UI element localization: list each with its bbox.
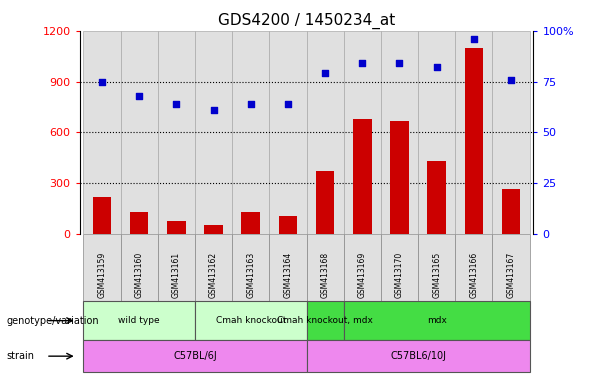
Bar — [381, 31, 418, 234]
Bar — [353, 119, 371, 234]
Bar — [418, 31, 455, 234]
Bar — [465, 48, 483, 234]
Text: GSM413167: GSM413167 — [506, 252, 516, 298]
Point — [506, 76, 516, 83]
Point — [320, 70, 330, 76]
Bar — [306, 31, 344, 234]
Bar — [492, 31, 530, 234]
Bar — [455, 31, 492, 234]
Point — [357, 60, 367, 66]
Bar — [344, 31, 381, 234]
Bar — [83, 31, 121, 234]
Point — [97, 78, 107, 84]
Bar — [427, 161, 446, 234]
Text: GSM413162: GSM413162 — [209, 252, 218, 298]
Point — [208, 107, 218, 113]
Point — [283, 101, 293, 107]
Point — [469, 36, 479, 42]
Text: C57BL6/10J: C57BL6/10J — [390, 351, 446, 361]
Text: wild type: wild type — [118, 316, 160, 325]
Bar — [204, 225, 223, 234]
Text: GSM413166: GSM413166 — [470, 252, 478, 298]
Text: GSM413161: GSM413161 — [172, 252, 181, 298]
Text: GSM413169: GSM413169 — [358, 252, 367, 298]
Bar — [242, 212, 260, 234]
Text: Cmah knockout: Cmah knockout — [216, 316, 286, 325]
Point — [432, 64, 441, 70]
Point — [246, 101, 256, 107]
Bar — [269, 31, 306, 234]
Bar — [158, 31, 195, 234]
Bar — [390, 121, 409, 234]
Bar — [93, 197, 112, 234]
Title: GDS4200 / 1450234_at: GDS4200 / 1450234_at — [218, 13, 395, 29]
Text: GSM413168: GSM413168 — [321, 252, 330, 298]
Bar — [121, 31, 158, 234]
Bar — [279, 215, 297, 234]
Text: genotype/variation: genotype/variation — [6, 316, 99, 326]
Bar — [167, 221, 186, 234]
Point — [395, 60, 405, 66]
Bar — [195, 31, 232, 234]
Text: Cmah knockout, mdx: Cmah knockout, mdx — [277, 316, 373, 325]
Text: GSM413159: GSM413159 — [97, 252, 107, 298]
Text: GSM413164: GSM413164 — [283, 252, 292, 298]
Text: GSM413170: GSM413170 — [395, 252, 404, 298]
Text: mdx: mdx — [427, 316, 447, 325]
Bar — [130, 212, 148, 234]
Text: GSM413160: GSM413160 — [135, 252, 143, 298]
Bar — [232, 31, 269, 234]
Text: GSM413163: GSM413163 — [246, 252, 255, 298]
Text: GSM413165: GSM413165 — [432, 252, 441, 298]
Point — [172, 101, 181, 107]
Bar — [501, 189, 520, 234]
Point — [134, 93, 144, 99]
Text: strain: strain — [6, 351, 34, 361]
Bar — [316, 172, 334, 234]
Text: C57BL/6J: C57BL/6J — [173, 351, 217, 361]
